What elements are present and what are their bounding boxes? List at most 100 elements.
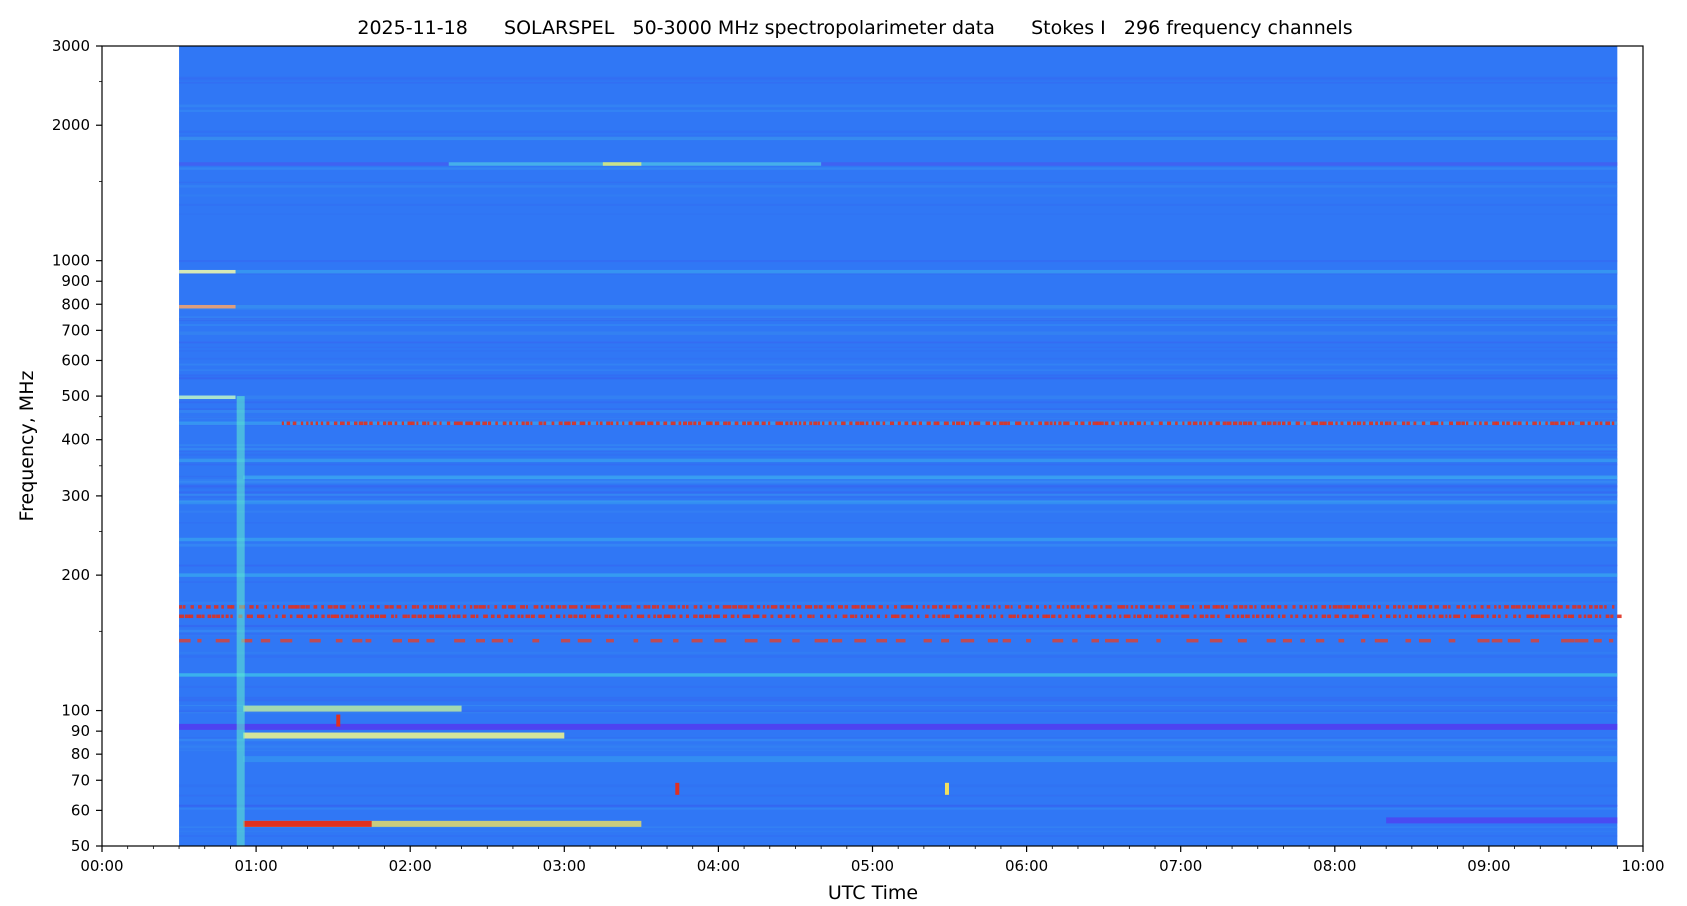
- heatmap-band-segment: [807, 614, 812, 619]
- heatmap-band-segment: [435, 614, 440, 619]
- heatmap-band-segment: [616, 421, 619, 426]
- heatmap-texture-line: [179, 491, 1618, 494]
- heatmap-band: [179, 136, 1618, 141]
- heatmap-texture-line: [179, 481, 1618, 484]
- heatmap-band-segment: [407, 614, 410, 619]
- heatmap-texture-line: [179, 81, 1618, 84]
- heatmap-band-segment: [1225, 605, 1228, 609]
- heatmap-band-segment: [429, 614, 435, 619]
- x-tick-label: 00:00: [80, 857, 123, 875]
- heatmap-band-segment: [564, 421, 569, 426]
- heatmap-band-segment: [457, 421, 463, 426]
- heatmap-band-segment: [747, 421, 752, 426]
- heatmap-band-segment: [221, 614, 224, 619]
- heatmap-band-segment: [894, 605, 898, 609]
- heatmap-band-segment: [377, 421, 380, 426]
- heatmap-band-segment: [1552, 605, 1557, 609]
- heatmap-band-segment: [182, 605, 186, 609]
- heatmap-band-segment: [1117, 605, 1123, 609]
- heatmap-band-segment: [1423, 605, 1427, 609]
- heatmap-band-segment: [362, 605, 365, 609]
- x-tick-label: 04:00: [697, 857, 740, 875]
- heatmap-band-segment: [709, 614, 712, 619]
- heatmap-texture-line: [179, 685, 1618, 688]
- heatmap-band-segment: [747, 614, 751, 619]
- heatmap-band-segment: [1085, 614, 1090, 619]
- heatmap-band-segment: [1486, 614, 1489, 619]
- heatmap-band-segment: [1309, 614, 1313, 619]
- heatmap-band-segment: [1577, 605, 1582, 609]
- x-tick-label: 03:00: [543, 857, 586, 875]
- heatmap-band-segment: [213, 605, 219, 609]
- heatmap-band-segment: [272, 605, 275, 609]
- heatmap-texture-line: [179, 805, 1618, 807]
- heatmap-band-segment: [555, 614, 561, 619]
- heatmap-texture-line: [179, 320, 1618, 322]
- heatmap-band-segment: [723, 421, 728, 426]
- heatmap-band-segment: [313, 614, 318, 619]
- heatmap-band-segment: [1012, 614, 1016, 619]
- heatmap-band-segment: [1506, 421, 1510, 426]
- heatmap-band-segment: [662, 605, 665, 609]
- heatmap-band-segment: [777, 614, 783, 619]
- heatmap-band-segment: [1354, 614, 1359, 619]
- heatmap-band-segment: [1401, 421, 1406, 426]
- heatmap-band-segment: [1504, 605, 1509, 609]
- heatmap-band-segment: [1375, 421, 1378, 426]
- heatmap-band-segment: [326, 421, 330, 426]
- heatmap-band-segment: [596, 614, 601, 619]
- heatmap-band-segment: [693, 605, 698, 609]
- heatmap-band-segment: [606, 421, 611, 426]
- heatmap-band-segment: [1328, 605, 1332, 609]
- heatmap-band-segment: [1066, 421, 1070, 426]
- heatmap-band-segment: [973, 421, 979, 426]
- heatmap-band-segment: [221, 605, 224, 609]
- heatmap-texture-line: [179, 564, 1618, 567]
- heatmap-band-segment: [305, 605, 310, 609]
- heatmap-band-segment: [1608, 638, 1614, 643]
- heatmap-band-segment: [647, 421, 652, 426]
- heatmap-band-segment: [1185, 614, 1190, 619]
- heatmap-band-segment: [1245, 614, 1250, 619]
- heatmap-band-segment: [417, 614, 422, 619]
- heatmap-band-segment: [571, 421, 577, 426]
- heatmap-band-segment: [394, 421, 398, 426]
- heatmap-band-segment: [495, 421, 498, 426]
- heatmap-band-segment: [1231, 614, 1235, 619]
- heatmap-band-segment: [1432, 614, 1436, 619]
- heatmap-band-segment: [635, 421, 641, 426]
- x-tick-label: 01:00: [234, 857, 277, 875]
- heatmap-band-segment: [1088, 421, 1091, 426]
- heatmap-band-segment: [941, 638, 950, 643]
- heatmap-band-segment: [837, 605, 843, 609]
- heatmap-band-segment: [1321, 605, 1327, 609]
- heatmap-band-segment: [754, 421, 759, 426]
- heatmap-band-segment: [230, 605, 235, 609]
- heatmap-band-segment: [1393, 605, 1397, 609]
- heatmap-band-segment: [1557, 605, 1563, 609]
- heatmap-band-segment: [525, 421, 530, 426]
- heatmap-texture-line: [179, 402, 1618, 404]
- heatmap-band-segment: [1537, 605, 1542, 609]
- heatmap-band-segment: [1393, 421, 1397, 426]
- heatmap-band-segment: [383, 421, 387, 426]
- heatmap-texture-line: [179, 318, 1618, 321]
- heatmap-texture-line: [179, 416, 1618, 419]
- heatmap-band-segment: [1583, 605, 1586, 609]
- heatmap-band-segment: [1599, 605, 1603, 609]
- heatmap-band-segment: [966, 605, 971, 609]
- heatmap-texture-line: [179, 76, 1618, 79]
- heatmap-band-segment: [841, 421, 846, 426]
- heatmap-band-segment: [1491, 638, 1503, 643]
- heatmap-band-segment: [596, 421, 599, 426]
- heatmap-band-segment: [792, 605, 795, 609]
- heatmap-band-segment: [358, 421, 364, 426]
- heatmap-band-segment: [901, 614, 906, 619]
- heatmap-band-segment: [1532, 421, 1537, 426]
- heatmap-band-segment: [785, 614, 790, 619]
- heatmap-band-segment: [370, 614, 375, 619]
- heatmap-band-segment: [563, 614, 566, 619]
- heatmap-band-segment: [469, 421, 473, 426]
- heatmap-band-segment: [842, 614, 848, 619]
- heatmap-band-segment: [1456, 421, 1461, 426]
